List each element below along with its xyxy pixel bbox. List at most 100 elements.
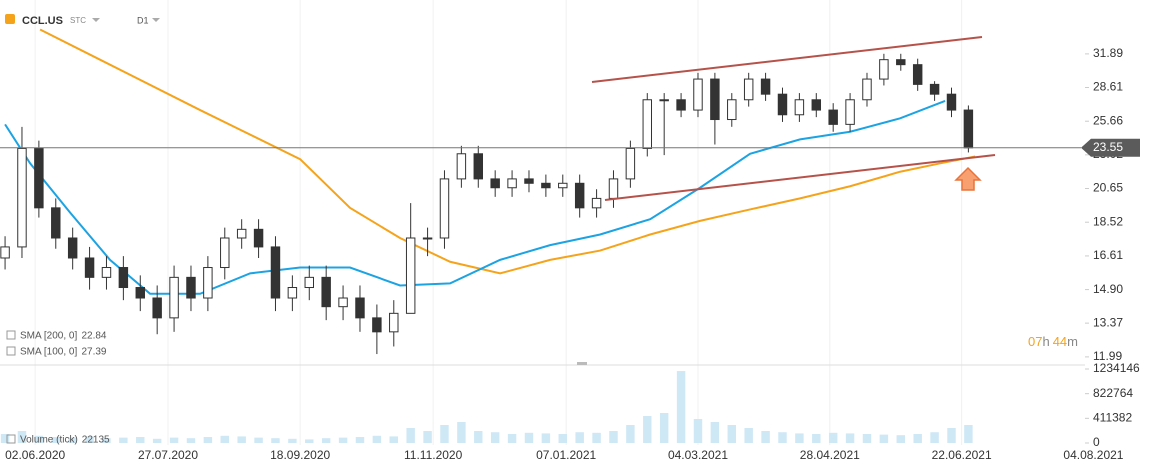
volume-bar	[659, 413, 669, 443]
volume-bar	[254, 437, 263, 443]
volume-bar	[643, 416, 652, 443]
caret[interactable]	[152, 18, 160, 22]
candle-body	[524, 178, 534, 184]
volume-bar	[913, 434, 922, 443]
candle-body	[777, 93, 788, 116]
volume-bar	[507, 434, 517, 443]
volume-bar	[490, 432, 500, 443]
volume-bar	[288, 438, 297, 443]
volume-bar	[626, 425, 635, 443]
candle-body	[963, 109, 974, 149]
volume-bar	[693, 419, 703, 443]
candle-body	[439, 178, 450, 239]
volume-bar	[474, 431, 483, 443]
volume-bar	[727, 425, 737, 443]
candle-body	[473, 153, 484, 180]
volume-bar	[152, 438, 162, 443]
last-price-tag	[1081, 138, 1140, 157]
legend-value: 22.84	[81, 331, 106, 342]
volume-bar	[406, 428, 415, 443]
legend-toggle[interactable]	[6, 346, 16, 356]
volume-bar	[676, 371, 686, 443]
candle-body	[270, 246, 281, 299]
plot	[0, 28, 976, 443]
y-tick-label: 13.37	[1093, 315, 1123, 329]
candle-body	[896, 59, 906, 66]
volume-bar	[575, 432, 584, 443]
countdown-unit: h	[1042, 334, 1049, 349]
candle-body	[321, 276, 331, 308]
candle-body	[355, 297, 365, 319]
sma-line	[39, 28, 976, 275]
volume-tick-label: 1234146	[1093, 361, 1140, 375]
volume-bar	[186, 438, 196, 443]
volume-bar	[34, 435, 44, 443]
volume-bar	[812, 434, 821, 443]
candle-body	[625, 147, 636, 180]
candle-body	[828, 109, 838, 125]
volume-bar	[845, 433, 855, 443]
volume-bar	[879, 434, 889, 443]
candle-body	[304, 276, 315, 289]
countdown-unit: m	[1067, 334, 1078, 349]
pane-handle[interactable]	[577, 362, 587, 365]
candle-body	[693, 78, 703, 111]
candle-body	[118, 267, 129, 289]
volume-bar	[136, 437, 145, 443]
volume-bar	[0, 434, 10, 443]
candle-body	[84, 257, 95, 278]
candle-body	[794, 99, 805, 116]
symbol[interactable]: CCL.US	[22, 15, 63, 27]
candle-body	[389, 312, 399, 333]
candle-body	[220, 237, 230, 269]
symbol-icon	[5, 14, 15, 24]
x-tick-label: 02.06.2020	[5, 448, 65, 462]
volume-bar	[558, 434, 568, 443]
volume-bar	[17, 431, 27, 443]
candle-body	[203, 267, 213, 299]
y-tick-label: 28.61	[1093, 80, 1123, 94]
candle-body	[946, 93, 957, 111]
channel-upper	[591, 36, 983, 83]
y-tick-label: 31.89	[1093, 46, 1123, 60]
legend-toggle[interactable]	[6, 434, 16, 444]
countdown-minutes: 44	[1053, 334, 1067, 349]
volume-bar	[102, 438, 111, 443]
candle-body	[591, 197, 602, 209]
y-tick-label: 16.61	[1093, 248, 1123, 262]
x-tick-label: 07.01.2021	[536, 448, 596, 462]
volume-bar	[524, 432, 534, 443]
x-tick-label: 22.06.2021	[932, 448, 992, 462]
legend-toggle[interactable]	[6, 330, 16, 340]
volume-bar	[321, 438, 331, 443]
candle-body	[236, 228, 247, 239]
up-arrow	[954, 166, 982, 191]
candle-body	[152, 297, 162, 319]
y-tick-label: 20.65	[1093, 181, 1123, 195]
volume-bar	[423, 431, 432, 443]
candle-body	[659, 99, 669, 102]
candle-body	[405, 237, 416, 314]
candle-body	[608, 178, 619, 199]
volume-bar	[862, 434, 872, 443]
volume-bar	[372, 435, 382, 443]
caret[interactable]	[92, 18, 100, 22]
volume-bar	[744, 428, 753, 443]
volume-bar	[761, 431, 770, 443]
legend-value: 22135	[82, 435, 110, 446]
volume-tick-label: 411382	[1093, 411, 1132, 425]
candle-body	[558, 182, 568, 189]
x-tick-label: 04.03.2021	[668, 448, 728, 462]
interval[interactable]: D1	[137, 15, 149, 25]
candle-body	[862, 78, 872, 101]
candle-body	[135, 287, 145, 299]
candle-body	[338, 297, 348, 308]
volume-bar	[828, 432, 838, 443]
x-tick-label: 11.11.2020	[404, 448, 463, 462]
volume-bar	[795, 433, 804, 443]
volume-bar	[169, 437, 179, 443]
volume-bar	[355, 437, 365, 443]
volume-tick-label: 822764	[1093, 386, 1133, 400]
candle-body	[186, 276, 196, 299]
